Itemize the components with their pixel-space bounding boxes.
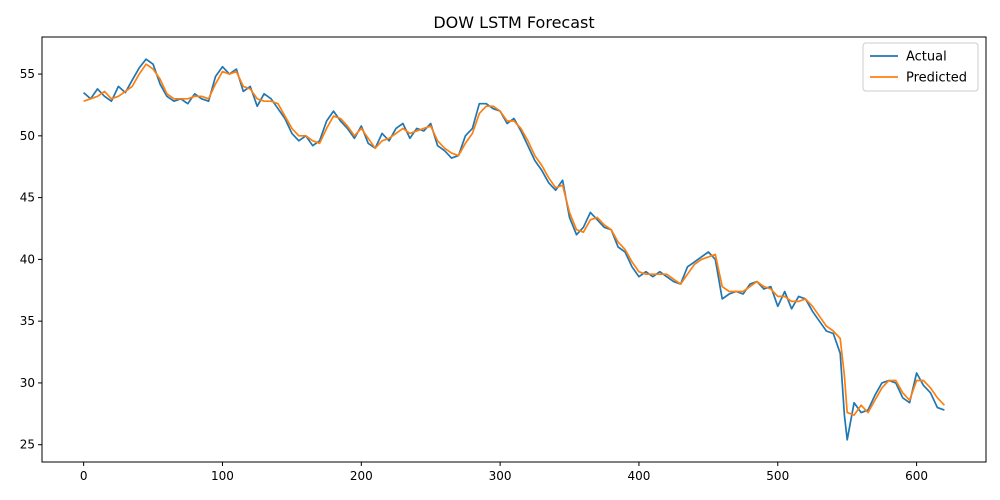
x-tick-label: 500 (766, 469, 789, 483)
x-tick-label: 0 (80, 469, 88, 483)
legend: Actual Predicted (862, 42, 979, 92)
x-tick-label: 600 (905, 469, 928, 483)
plot-area (41, 36, 987, 463)
y-tick-label: 55 (20, 67, 35, 81)
chart-title: DOW LSTM Forecast (433, 13, 594, 32)
series-line-predicted (83, 63, 946, 416)
y-tick-label: 40 (20, 252, 35, 266)
y-tick-label: 25 (20, 438, 35, 452)
x-tick-label: 400 (627, 469, 650, 483)
y-tick-label: 30 (20, 376, 35, 390)
y-axis: 25 30 35 40 45 50 55 (20, 67, 42, 452)
legend-box (862, 42, 979, 92)
x-tick-label: 300 (489, 469, 512, 483)
x-tick-label: 200 (350, 469, 373, 483)
legend-label-predicted: Predicted (906, 71, 967, 86)
x-tick-label: 100 (211, 469, 234, 483)
y-tick-label: 50 (20, 129, 35, 143)
x-axis: 0 100 200 300 400 500 600 (80, 462, 928, 483)
legend-label-actual: Actual (906, 50, 947, 65)
y-tick-label: 35 (20, 314, 35, 328)
y-tick-label: 45 (20, 191, 35, 205)
axes-frame (41, 36, 987, 463)
series-layer (83, 58, 946, 441)
